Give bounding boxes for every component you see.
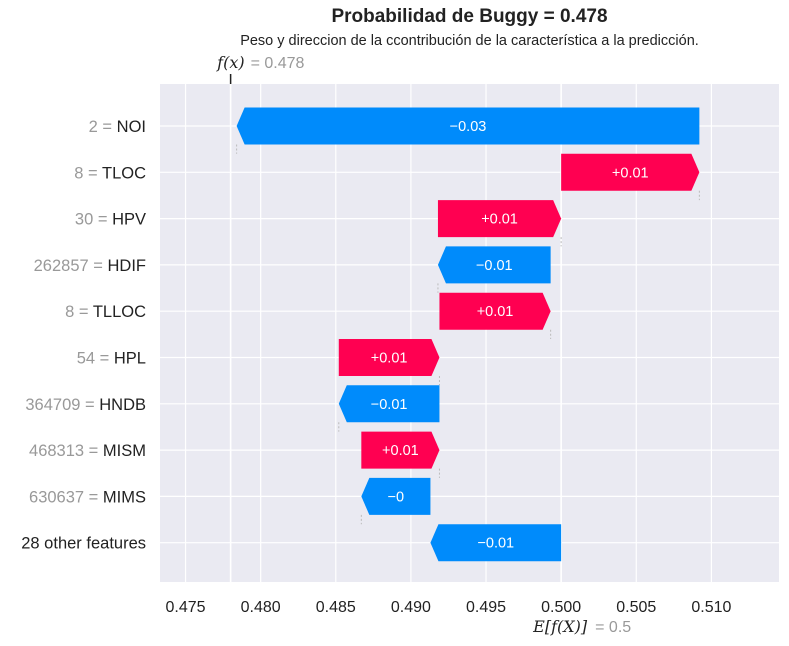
bar-value-label: +0.01 bbox=[382, 443, 419, 459]
feature-label: 262857 = HDIF bbox=[34, 257, 146, 275]
feature-equals: = bbox=[84, 442, 103, 460]
feature-equals: = bbox=[95, 350, 114, 368]
efx-value: = 0.5 bbox=[595, 619, 631, 636]
x-tick-label: 0.475 bbox=[166, 599, 206, 616]
efx-label: E[f(X)] bbox=[532, 617, 588, 636]
x-tick-label: 0.485 bbox=[316, 599, 356, 616]
fx-label: f(x) bbox=[216, 53, 244, 72]
bar-value-label: +0.01 bbox=[371, 351, 408, 367]
feature-label: 468313 = MISM bbox=[29, 442, 146, 460]
bar-value-label: −0 bbox=[388, 489, 405, 505]
bar-positive bbox=[439, 292, 551, 330]
bars-group: −0.03 +0.01 +0.01 −0.01 +0.01 +0.01 −0.01 +0.01… bbox=[236, 107, 700, 562]
feature-name: 28 other features bbox=[21, 535, 146, 553]
feature-value: 8 bbox=[65, 303, 74, 321]
feature-name: HDIF bbox=[108, 257, 147, 275]
bar-negative bbox=[430, 524, 562, 562]
bar-negative bbox=[361, 477, 431, 515]
feature-value: 364709 bbox=[25, 396, 80, 414]
bar-negative bbox=[437, 246, 551, 284]
bar-value-label: +0.01 bbox=[477, 304, 514, 320]
x-tick-label: 0.480 bbox=[241, 599, 281, 616]
feature-label: 630637 = MIMS bbox=[29, 488, 146, 506]
bar-value-label: +0.01 bbox=[612, 165, 649, 181]
feature-name: TLOC bbox=[102, 164, 146, 182]
feature-label: 54 = HPL bbox=[77, 350, 146, 368]
feature-label: 2 = NOI bbox=[89, 118, 146, 136]
feature-name: MIMS bbox=[103, 488, 146, 506]
bar-value-label: −0.03 bbox=[450, 119, 487, 135]
x-tick-label: 0.495 bbox=[466, 599, 506, 616]
feature-name: HNDB bbox=[99, 396, 146, 414]
chart-subtitle: Peso y direccion de la ccontribución de … bbox=[240, 33, 699, 49]
x-tick-label: 0.505 bbox=[616, 599, 656, 616]
x-tick-labels: 0.475 0.480 0.485 0.490 0.495 0.500 0.505 0.510 bbox=[166, 599, 732, 616]
fx-value: = 0.478 bbox=[251, 55, 305, 72]
fx-annotation: f(x) = 0.478 bbox=[216, 53, 305, 84]
feature-name: HPV bbox=[112, 211, 146, 229]
bar-positive bbox=[561, 153, 700, 191]
feature-labels: 2 = NOI 8 = TLOC 30 = HPV 262857 = HDIF 8 = … bbox=[21, 118, 146, 553]
feature-equals: = bbox=[74, 303, 93, 321]
bar-positive bbox=[338, 339, 440, 376]
feature-equals: = bbox=[98, 118, 117, 136]
feature-name: MISM bbox=[103, 442, 146, 460]
feature-label: 364709 = HNDB bbox=[25, 396, 146, 414]
feature-value: 2 bbox=[89, 118, 98, 136]
feature-value: 630637 bbox=[29, 488, 84, 506]
bar-value-label: +0.01 bbox=[481, 212, 518, 228]
bar-value-label: −0.01 bbox=[476, 258, 513, 274]
feature-name: TLLOC bbox=[93, 303, 146, 321]
x-tick-label: 0.490 bbox=[391, 599, 431, 616]
efx-annotation: E[f(X)] = 0.5 bbox=[532, 617, 631, 636]
bar-positive bbox=[361, 431, 440, 469]
feature-equals: = bbox=[83, 164, 102, 182]
x-tick-label: 0.500 bbox=[541, 599, 581, 616]
feature-label: 8 = TLLOC bbox=[65, 303, 146, 321]
feature-equals: = bbox=[84, 488, 103, 506]
bar-negative bbox=[236, 107, 700, 145]
feature-equals: = bbox=[93, 211, 112, 229]
feature-value: 262857 bbox=[34, 257, 89, 275]
feature-label: 28 other features bbox=[21, 535, 146, 553]
feature-name: NOI bbox=[117, 118, 146, 136]
feature-label: 30 = HPV bbox=[75, 211, 146, 229]
feature-value: 468313 bbox=[29, 442, 84, 460]
chart-title: Probabilidad de Buggy = 0.478 bbox=[331, 6, 608, 27]
feature-equals: = bbox=[89, 257, 108, 275]
feature-value: 54 bbox=[77, 350, 95, 368]
x-tick-label: 0.510 bbox=[691, 599, 731, 616]
bar-value-label: −0.01 bbox=[371, 397, 408, 413]
feature-equals: = bbox=[80, 396, 99, 414]
feature-value: 8 bbox=[74, 164, 83, 182]
feature-label: 8 = TLOC bbox=[74, 164, 146, 182]
bar-positive bbox=[437, 200, 562, 238]
feature-value: 30 bbox=[75, 211, 93, 229]
feature-name: HPL bbox=[114, 350, 146, 368]
bar-negative bbox=[338, 385, 440, 423]
bar-value-label: −0.01 bbox=[477, 536, 514, 552]
